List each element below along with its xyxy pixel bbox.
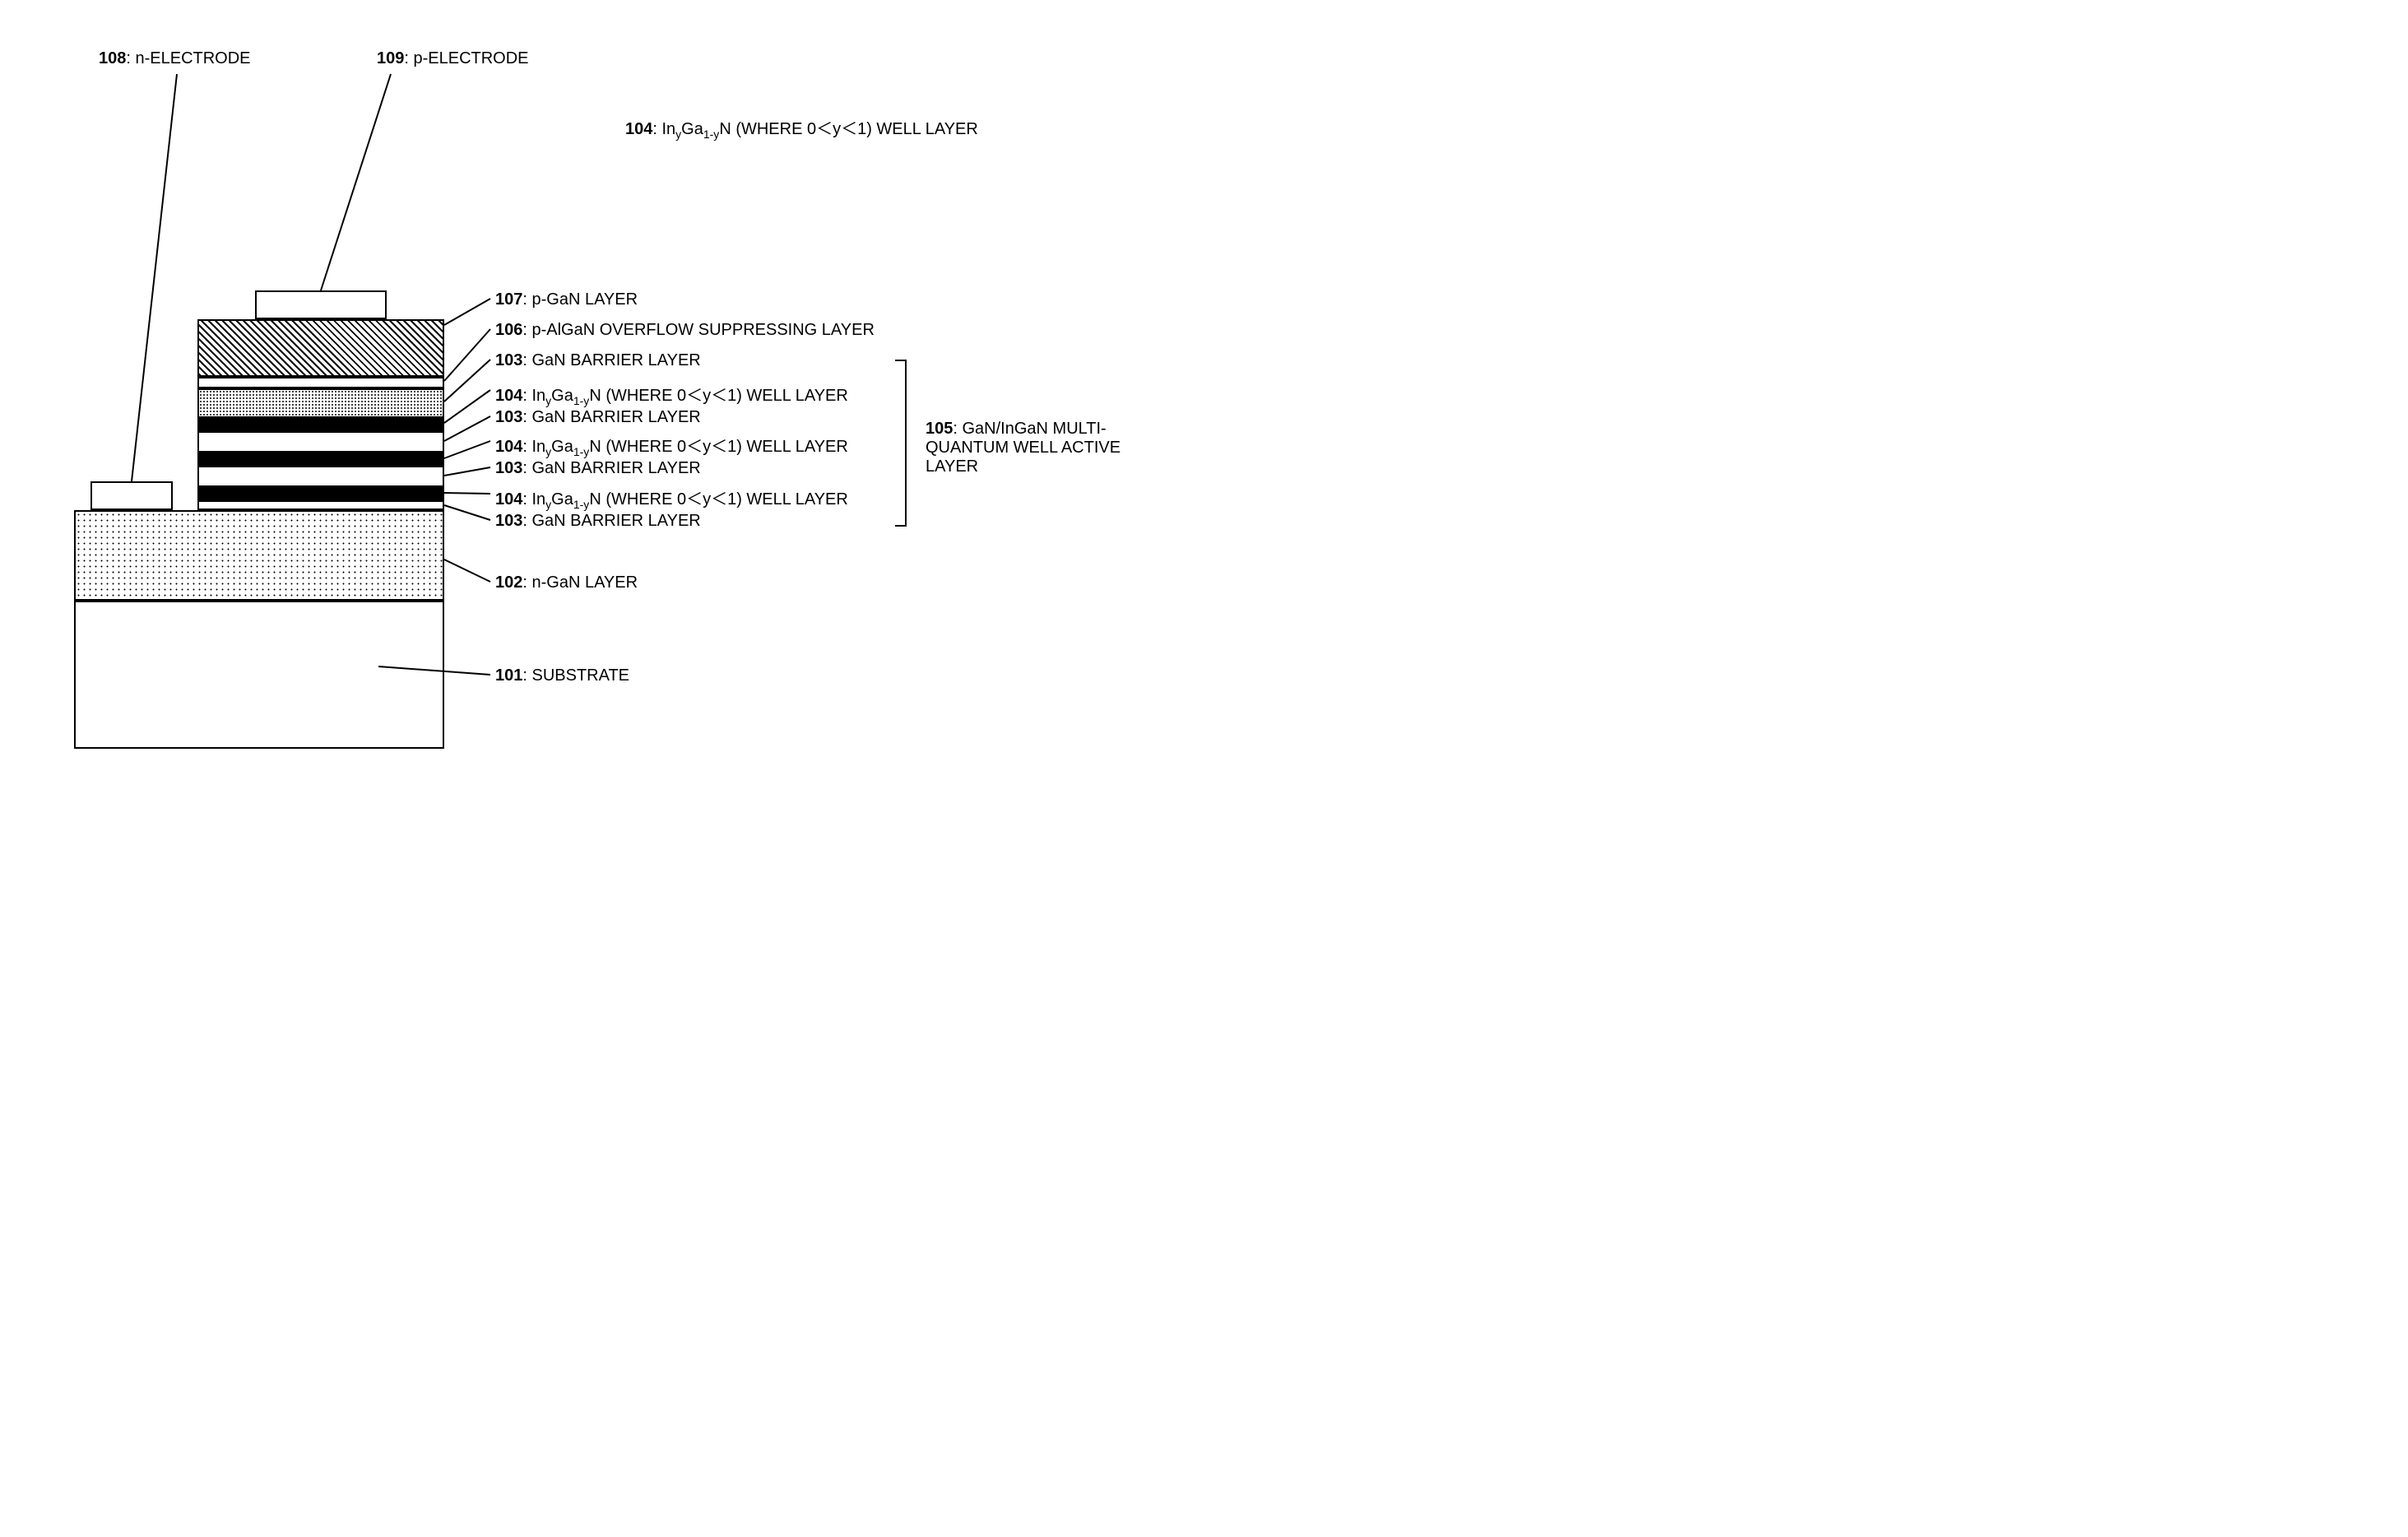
layer-well-1 — [197, 487, 444, 500]
label-n-gan: 102: n-GaN LAYER — [495, 573, 638, 592]
layer-overflow — [197, 377, 444, 388]
label-well-c: 104: InyGa1-yN (WHERE 0＜y＜1) WELL LAYER — [495, 485, 848, 511]
label-n-electrode: 108: n-ELECTRODE — [99, 49, 251, 68]
label-barrier-a: 103: GaN BARRIER LAYER — [495, 351, 701, 370]
n-electrode — [90, 481, 173, 510]
label-well-a: 104: InyGa1-yN (WHERE 0＜y＜1) WELL LAYER — [495, 382, 848, 407]
layer-p-gan — [197, 319, 444, 377]
layer-n-gan — [74, 510, 444, 601]
layer-well-2 — [197, 453, 444, 466]
label-mqw: 105: GaN/InGaN MULTI-QUANTUM WELL ACTIVE… — [926, 420, 1172, 476]
label-overflow: 106: p-AlGaN OVERFLOW SUPPRESSING LAYER — [495, 321, 875, 340]
p-electrode — [255, 290, 387, 319]
layer-barrier-3 — [197, 431, 444, 453]
layer-substrate — [74, 601, 444, 749]
label-well-float: 104: InyGa1-yN (WHERE 0＜y＜1) WELL LAYER — [625, 115, 978, 141]
bracket-mqw — [905, 360, 907, 527]
layer-barrier-2 — [197, 466, 444, 487]
layer-well-3 — [197, 418, 444, 431]
layer-barrier-4 — [197, 388, 444, 418]
label-substrate: 101: SUBSTRATE — [495, 666, 629, 685]
label-barrier-d: 103: GaN BARRIER LAYER — [495, 512, 701, 531]
label-p-electrode: 109: p-ELECTRODE — [377, 49, 529, 68]
label-barrier-c: 103: GaN BARRIER LAYER — [495, 459, 701, 478]
diagram-canvas: 107: p-GaN LAYER 106: p-AlGaN OVERFLOW S… — [33, 33, 1185, 773]
label-barrier-b: 103: GaN BARRIER LAYER — [495, 408, 701, 427]
label-p-gan: 107: p-GaN LAYER — [495, 290, 638, 309]
label-well-b: 104: InyGa1-yN (WHERE 0＜y＜1) WELL LAYER — [495, 433, 848, 458]
layer-barrier-1 — [197, 500, 444, 510]
